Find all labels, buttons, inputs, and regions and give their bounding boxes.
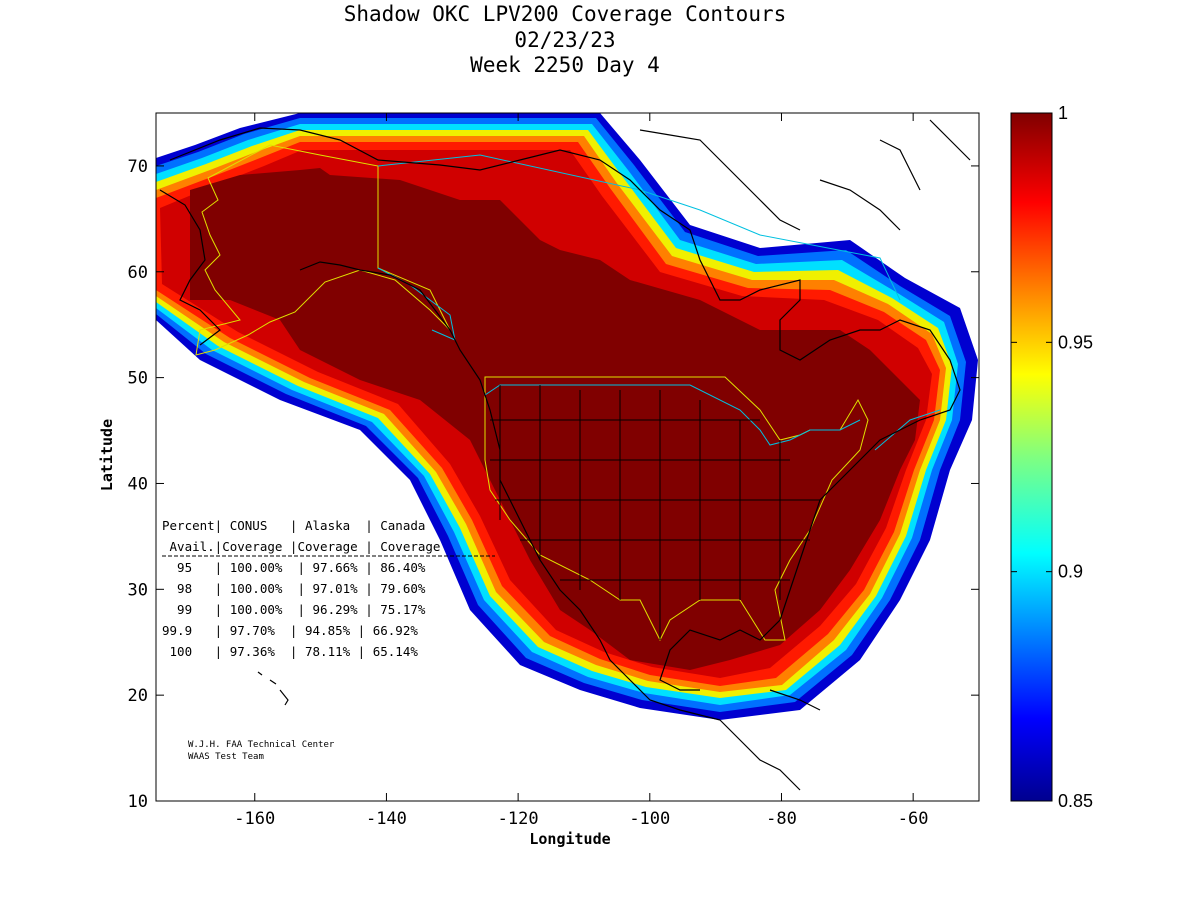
x-axis-label: Longitude: [529, 830, 610, 848]
table-row: 95 | 100.00% | 97.66% | 86.40%: [162, 560, 426, 575]
y-tick-label: 40: [128, 474, 148, 494]
y-tick-label: 10: [128, 792, 148, 812]
y-tick-label: 50: [128, 369, 148, 389]
chart-date: 02/23/23: [514, 28, 616, 52]
colorbar-tick-label: 0.85: [1058, 791, 1093, 811]
chart-title: Shadow OKC LPV200 Coverage Contours: [343, 2, 787, 26]
y-tick-label: 60: [128, 263, 148, 283]
y-axis-label: Latitude: [98, 419, 116, 491]
y-tick-label: 30: [128, 580, 148, 600]
colorbar-ticks: 1 0.95 0.9 0.85: [1011, 103, 1093, 811]
credit-line-2: WAAS Test Team: [188, 752, 264, 762]
x-tick-label: -100: [629, 809, 670, 829]
x-tick-label: -120: [498, 809, 539, 829]
table-header-2: Avail.|Coverage |Coverage | Coverage: [162, 539, 440, 554]
credit-line-1: W.J.H. FAA Technical Center: [188, 740, 335, 750]
chart-week-day: Week 2250 Day 4: [470, 53, 660, 77]
y-tick-label: 70: [128, 157, 148, 177]
y-tick-label: 20: [128, 686, 148, 706]
colorbar-tick-label: 0.9: [1058, 562, 1083, 582]
colorbar-tick-label: 1: [1058, 103, 1068, 123]
table-row: 99 | 100.00% | 96.29% | 75.17%: [162, 602, 426, 617]
us-canada-border-line: [377, 154, 941, 451]
x-tick-label: -160: [234, 809, 275, 829]
x-tick-label: -60: [898, 809, 929, 829]
table-header-1: Percent| CONUS | Alaska | Canada: [162, 518, 425, 533]
x-tick-label: -80: [766, 809, 797, 829]
contour-1.00: [190, 168, 920, 670]
table-row: 100 | 97.36% | 78.11% | 65.14%: [162, 644, 418, 659]
table-row: 99.9 | 97.70% | 94.85% | 66.92%: [162, 623, 418, 638]
colorbar-tick-label: 0.95: [1058, 332, 1093, 352]
plot-frame: [155, 112, 980, 802]
y-axis: 10 20 30 40 50 60 70: [128, 157, 979, 812]
coverage-table: Percent| CONUS | Alaska | Canada Avail.|…: [162, 518, 495, 659]
colorbar: [1010, 112, 1053, 802]
x-axis: -160 -140 -120 -100 -80 -60: [234, 113, 929, 829]
state-lines: [490, 385, 820, 640]
table-row: 98 | 100.00% | 97.01% | 79.60%: [162, 581, 426, 596]
x-tick-label: -140: [366, 809, 407, 829]
